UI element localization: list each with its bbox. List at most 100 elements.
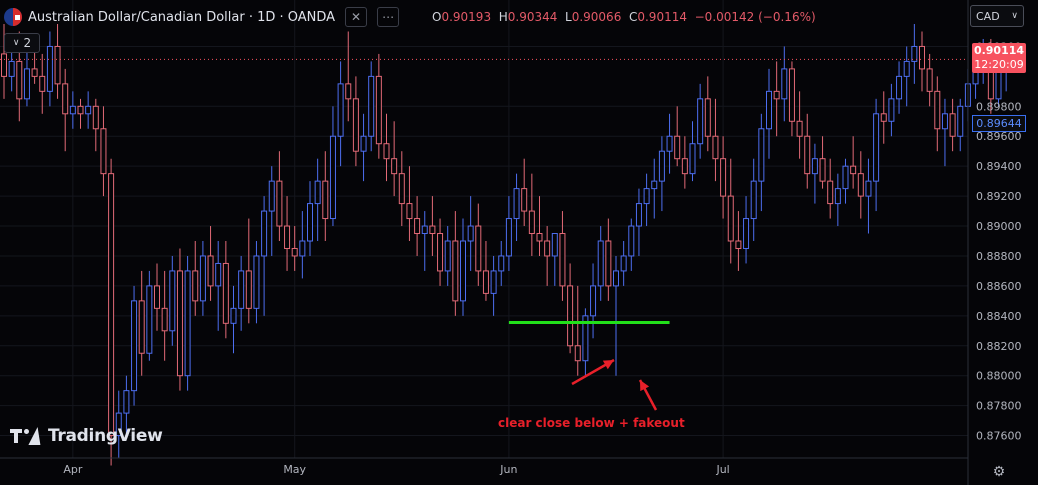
candle (697, 83, 704, 159)
candle-body (926, 68, 933, 92)
candle (727, 158, 734, 264)
close-icon[interactable]: ✕ (345, 7, 368, 27)
open-value: 0.90193 (441, 10, 492, 24)
candle (720, 136, 727, 219)
last-price-value: 0.90114 (973, 44, 1025, 57)
candle-body (888, 98, 895, 122)
annotation-arrows (571, 358, 658, 411)
candle-body (735, 240, 742, 249)
candle-body (857, 173, 864, 197)
candle-body (391, 158, 398, 175)
candle-body (222, 262, 229, 324)
candle (169, 255, 176, 346)
candle (574, 285, 581, 376)
candle-body (276, 180, 283, 227)
candle-body (513, 188, 520, 220)
candle-body (352, 98, 359, 152)
candle-body (804, 135, 811, 175)
candle-body (666, 135, 673, 152)
price-tick-label: 0.88200 (976, 340, 1022, 353)
candle-body (253, 255, 260, 309)
candle-body (865, 180, 872, 197)
candle-body (613, 270, 619, 287)
candle (100, 106, 107, 197)
candle-body (551, 233, 558, 257)
candle (834, 173, 841, 227)
candle-body (375, 75, 382, 145)
candle (85, 91, 92, 129)
candle-body (398, 173, 405, 205)
more-options-icon[interactable]: ⋯ (377, 7, 400, 27)
candle (391, 121, 398, 197)
candle (643, 173, 650, 227)
candle-body (934, 90, 941, 130)
candle (926, 53, 933, 107)
currency-select[interactable]: CAD ∨ (970, 5, 1024, 27)
candle-body (620, 255, 627, 272)
candle-body (46, 45, 53, 92)
candle (528, 173, 535, 256)
candle (490, 255, 497, 316)
candle (521, 158, 528, 227)
candle-body (138, 300, 145, 354)
candle (505, 196, 512, 271)
candle (735, 211, 742, 271)
candle-body (429, 225, 436, 235)
candle-body (337, 83, 344, 137)
candle-body (658, 150, 665, 182)
price-tick-label: 0.88600 (976, 280, 1022, 293)
candlestick-series (1, 24, 1010, 466)
candle-body (720, 158, 727, 197)
candle-body (957, 105, 964, 137)
candle-body (482, 270, 489, 294)
candle (77, 98, 84, 129)
candle (375, 53, 382, 159)
candle-body (490, 270, 497, 294)
candle (536, 196, 543, 256)
candle (368, 61, 375, 152)
candle (161, 270, 168, 361)
candle (544, 226, 551, 286)
candle-body (766, 90, 772, 130)
candle (597, 226, 604, 301)
candle (704, 76, 711, 152)
indicators-toggle-button[interactable]: ∨ 2 (4, 33, 40, 53)
price-axis[interactable]: 0.902000.898000.896000.894000.892000.890… (976, 40, 1022, 442)
price-tick-label: 0.89600 (976, 130, 1022, 143)
time-tick-label: Jul (715, 463, 729, 476)
candle-body (712, 135, 719, 160)
candle-body (827, 180, 834, 205)
candle (582, 308, 589, 376)
candle (154, 263, 160, 331)
candle-body (896, 75, 903, 100)
crosshair-price-tag: 0.89644 (972, 115, 1026, 132)
candle (482, 241, 489, 301)
settings-gear-icon[interactable]: ⚙ (992, 463, 1006, 479)
candle-body (345, 83, 352, 100)
tradingview-logo[interactable]: TradingView (10, 426, 163, 446)
candle-body (758, 128, 765, 182)
candle (54, 24, 61, 99)
candle-body (23, 68, 30, 100)
symbol-title[interactable]: Australian Dollar/Canadian Dollar · 1D ·… (28, 9, 336, 25)
close-value: 0.90114 (637, 10, 687, 24)
symbol-header[interactable]: Australian Dollar/Canadian Dollar · 1D ·… (4, 6, 400, 28)
low-value: 0.90066 (571, 10, 622, 24)
candle-body (146, 285, 153, 354)
candle-body (697, 98, 704, 145)
time-axis[interactable]: Apr May Jun Jul (63, 463, 729, 476)
candle-body (437, 233, 444, 272)
chevron-down-icon: ∨ (1011, 11, 1018, 21)
grid-lines (0, 0, 968, 458)
candle (475, 203, 482, 286)
candle (138, 270, 145, 376)
candle (605, 218, 612, 301)
candle-body (811, 158, 818, 175)
candle (911, 24, 918, 84)
candle-body (467, 225, 474, 242)
candle (62, 68, 69, 152)
candle-body (199, 255, 206, 302)
candle-body (360, 135, 367, 152)
candle (467, 196, 474, 271)
